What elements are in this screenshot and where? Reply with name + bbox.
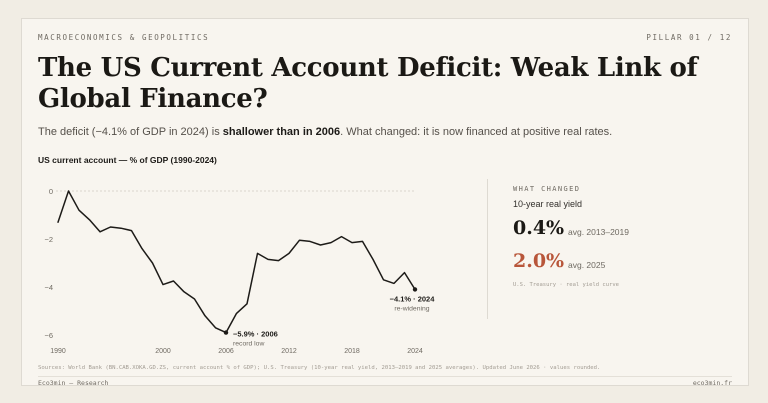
y-tick-label: −2 <box>44 235 53 244</box>
series-line <box>57 190 416 334</box>
panel-source: U.S. Treasury · real yield curve <box>513 282 619 288</box>
pillar-indicator: PILLAR 01 / 12 <box>646 33 732 42</box>
annotation-point <box>412 287 418 292</box>
panel-subtitle: 10-year real yield <box>513 199 583 209</box>
footer-brand: Eco3min — Research <box>38 379 109 387</box>
x-tick-label: 2006 <box>218 348 234 355</box>
annotation-point <box>223 330 229 335</box>
subtitle-tail: . What changed: it is now financed at po… <box>340 126 613 138</box>
page-title: The US Current Account Deficit: Weak Lin… <box>38 53 698 114</box>
y-tick-label: −6 <box>44 331 53 340</box>
what-changed-panel: WHAT CHANGED 10-year real yield 0.4% avg… <box>487 179 727 319</box>
line-chart: 0 −2 −4 −6 1990 2000 2006 2012 2018 2024 −5.9% · 2… <box>44 187 436 355</box>
stat-note-2013-2019: avg. 2013–2019 <box>568 227 629 237</box>
section-kicker: MACROECONOMICS & GEOPOLITICS <box>38 33 210 42</box>
stat-value-2025: 2.0% <box>513 250 565 272</box>
x-tick-label: 1990 <box>50 348 66 355</box>
annotation-note: record low <box>233 341 264 348</box>
stat-note-2025: avg. 2025 <box>568 260 606 270</box>
annotation-label: −5.9% · 2006 <box>233 330 278 339</box>
x-tick-label: 2018 <box>344 348 360 355</box>
subtitle-lead: The deficit (−4.1% of GDP in 2024) is <box>38 126 223 138</box>
y-tick-label: −4 <box>44 283 53 292</box>
x-tick-label: 2000 <box>155 348 171 355</box>
subtitle-bold: shallower than in 2006 <box>222 126 341 138</box>
footer-url: eco3min.fr <box>692 379 732 387</box>
chart-title: US current account — % of GDP (1990-2024… <box>38 155 217 165</box>
report-card: MACROECONOMICS & GEOPOLITICS PILLAR 01 /… <box>21 18 749 387</box>
annotation-label: −4.1% · 2024 <box>390 294 436 303</box>
y-tick-label: 0 <box>49 187 53 196</box>
x-tick-label: 2024 <box>407 348 423 355</box>
footer-divider <box>38 376 732 377</box>
sources-note: Sources: World Bank (BN.CAB.XOKA.GD.ZS, … <box>38 365 601 371</box>
page-subtitle: The deficit (−4.1% of GDP in 2024) is sh… <box>38 126 612 138</box>
x-tick-label: 2012 <box>281 348 297 355</box>
panel-label: WHAT CHANGED <box>513 185 581 193</box>
annotation-note: re-widening <box>394 305 429 312</box>
stat-value-2013-2019: 0.4% <box>513 217 565 239</box>
